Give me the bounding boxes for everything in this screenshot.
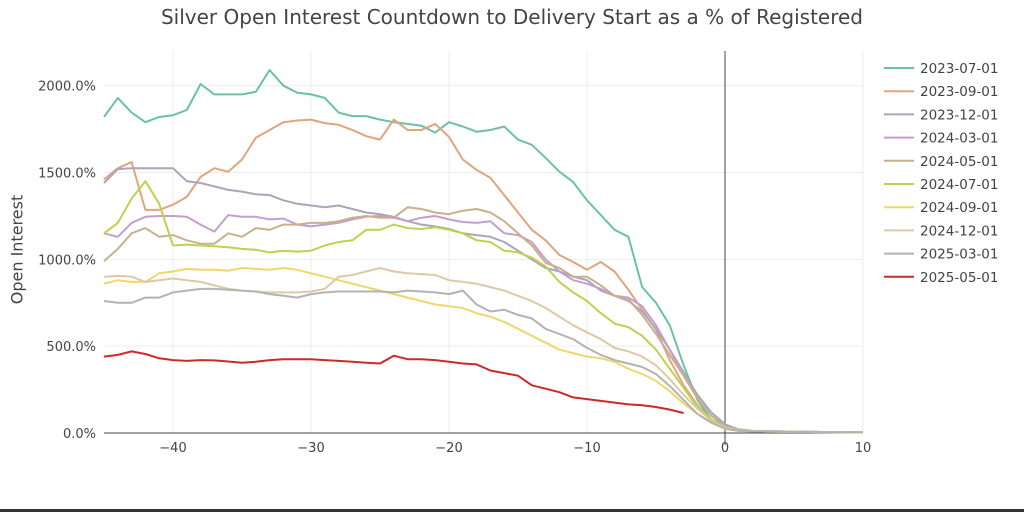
legend-label: 2024-12-01 — [920, 223, 998, 239]
x-tick-label: −40 — [159, 441, 186, 456]
legend-label: 2024-05-01 — [920, 154, 998, 170]
x-tick-label: 10 — [855, 441, 872, 456]
series-line-2023-12-01 — [103, 167, 863, 434]
legend-label: 2025-03-01 — [920, 247, 998, 263]
y-tick-label: 500.0% — [46, 340, 96, 355]
y-tick-label: 1500.0% — [38, 167, 96, 182]
series-line-2023-09-01 — [103, 118, 863, 434]
series-line-2024-03-01 — [103, 214, 863, 434]
legend-label: 2024-03-01 — [920, 131, 998, 147]
y-tick-label: 2000.0% — [38, 80, 96, 95]
chart-title: Silver Open Interest Countdown to Delive… — [160, 5, 864, 29]
series-line-2024-09-01 — [103, 267, 864, 434]
legend-label: 2024-09-01 — [920, 200, 998, 216]
y-tick-label: 0.0% — [63, 427, 96, 442]
x-tick-label: −30 — [297, 441, 324, 456]
series-line-2024-07-01 — [103, 180, 863, 434]
legend-label: 2025-05-01 — [920, 270, 998, 286]
series-line-2025-03-01 — [103, 287, 864, 434]
series-line-2023-07-01 — [103, 69, 863, 434]
x-tick-label: −10 — [573, 441, 600, 456]
x-tick-label: 0 — [721, 441, 729, 456]
legend-label: 2023-07-01 — [920, 61, 998, 77]
legend-label: 2024-07-01 — [920, 177, 998, 193]
series-line-2025-05-01 — [103, 350, 684, 414]
bottom-border — [0, 509, 1024, 512]
y-tick-label: 1000.0% — [38, 253, 96, 268]
x-tick-label: −20 — [435, 441, 462, 456]
series-line-2024-12-01 — [103, 267, 863, 434]
legend-label: 2023-12-01 — [920, 107, 998, 123]
legend-label: 2023-09-01 — [920, 84, 998, 100]
